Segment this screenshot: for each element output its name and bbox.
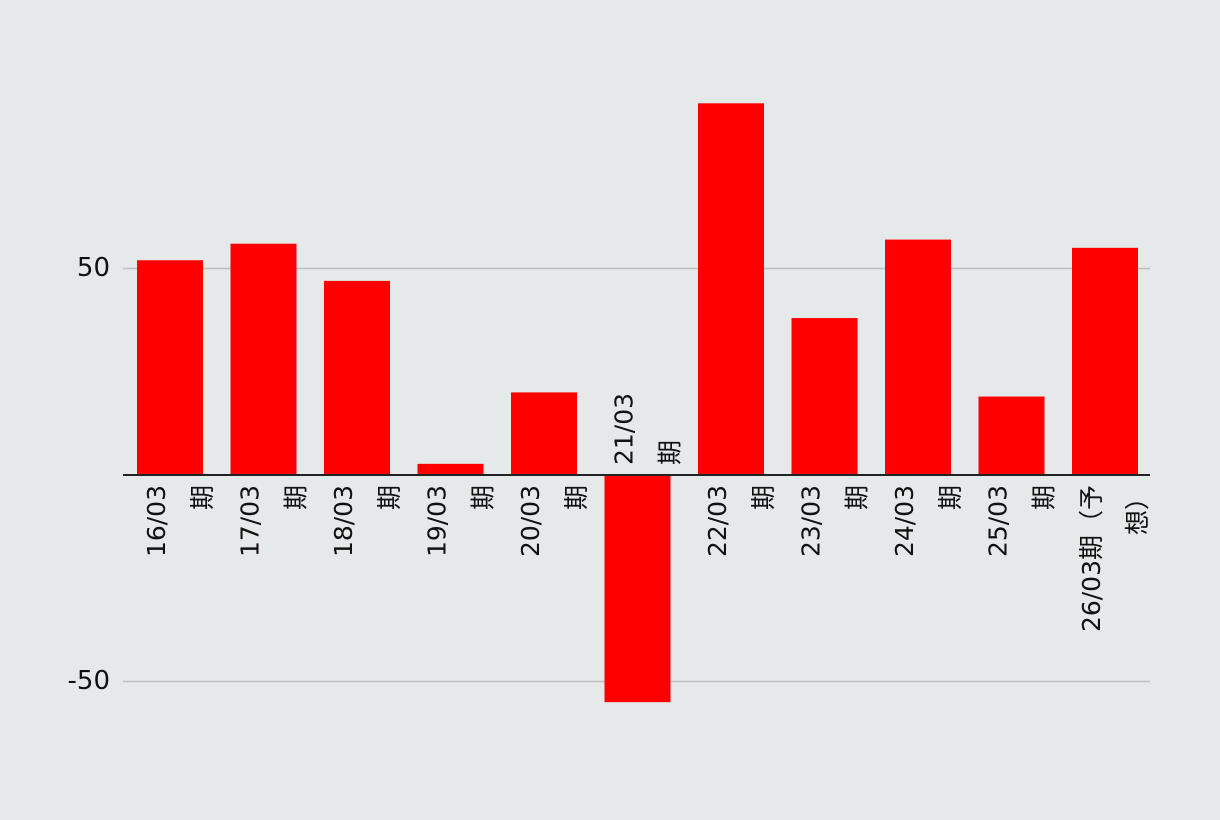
bar <box>978 396 1045 475</box>
bar <box>791 318 858 475</box>
bar <box>137 260 203 475</box>
x-tick-label: 25/03 <box>984 485 1013 557</box>
x-tick-label: 20/03 <box>516 485 545 557</box>
x-tick-label: 23/03 <box>797 485 826 557</box>
x-tick-label: 期 <box>282 485 311 510</box>
x-tick-label: 期 <box>936 485 965 510</box>
x-tick-label: 期 <box>188 485 217 510</box>
x-tick-label: 期 <box>656 440 685 465</box>
x-tick-label: 22/03 <box>703 485 732 557</box>
x-tick-label: 16/03 <box>142 485 171 557</box>
x-tick-label: 期 <box>562 485 591 510</box>
bar <box>417 463 484 475</box>
bar <box>1072 247 1138 475</box>
x-tick-label: 17/03 <box>236 485 265 557</box>
bar <box>604 475 671 703</box>
y-tick-label: -50 <box>68 666 110 696</box>
x-tick-label: 26/03期（予 <box>1077 485 1106 632</box>
bar <box>511 392 577 475</box>
x-tick-label: 期 <box>749 485 778 510</box>
x-tick-label: 期 <box>1030 485 1059 510</box>
x-tick-label: 想） <box>1123 485 1152 535</box>
bar <box>230 243 297 475</box>
x-tick-label: 24/03 <box>890 485 919 557</box>
x-tick-label: 期 <box>843 485 872 510</box>
bar <box>698 103 764 476</box>
x-tick-label: 19/03 <box>423 485 452 557</box>
x-tick-label: 21/03 <box>610 393 639 465</box>
x-tick-label: 期 <box>375 485 404 510</box>
x-tick-label: 18/03 <box>329 485 358 557</box>
y-tick-label: 50 <box>77 253 110 283</box>
x-tick-label: 期 <box>469 485 498 510</box>
bar <box>885 239 951 475</box>
bar <box>324 280 390 475</box>
